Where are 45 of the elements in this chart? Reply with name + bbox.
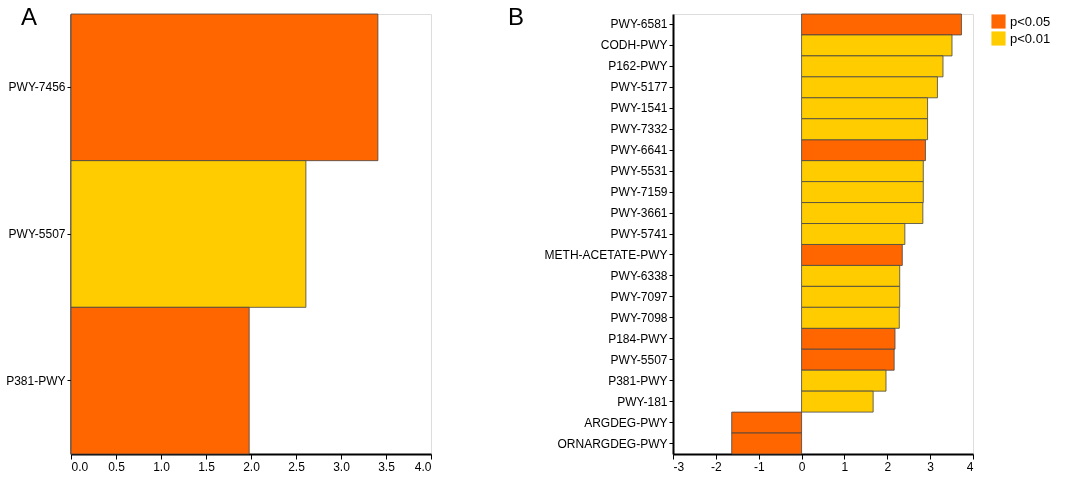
y-tick-label: PWY-1541 (610, 101, 668, 116)
x-tick-label: 4.0 (414, 459, 432, 474)
y-tick-label: CODH-PWY (600, 38, 668, 53)
y-tick-label: PWY-7332 (610, 122, 668, 137)
y-tick-label: ARGDEG-PWY (584, 415, 668, 430)
y-tick-label: PWY-3661 (610, 206, 668, 221)
y-tick-label: PWY-7159 (610, 185, 668, 200)
x-tick-label: -2 (711, 459, 723, 474)
y-tick-label: PWY-5741 (610, 227, 668, 241)
y-tick-label: P381-PWY (6, 373, 66, 388)
y-tick-label: PWY-5507 (8, 227, 66, 241)
x-tick-label: 1.5 (198, 459, 216, 474)
y-tick-label: PWY-181 (617, 394, 668, 409)
x-tick-label: 3.5 (378, 459, 396, 474)
y-tick-label: P184-PWY (608, 331, 668, 346)
x-tick-label: 0.5 (108, 459, 126, 474)
x-tick-label: 0.0 (71, 459, 89, 474)
chart-title: A (21, 2, 38, 30)
y-tick-label: PWY-6338 (610, 268, 668, 283)
y-tick-label: PWY-7097 (610, 289, 668, 304)
x-tick-label: 2.5 (288, 459, 306, 474)
y-tick-label: PWY-5177 (610, 80, 668, 95)
y-tick-label: P162-PWY (608, 59, 668, 74)
y-tick-label: PWY-6641 (610, 143, 668, 158)
x-tick-label: 2 (884, 459, 892, 474)
x-tick-label: 4 (966, 459, 974, 474)
x-tick-label: 1.0 (153, 459, 171, 474)
y-tick-label: ORNARGDEG-PWY (557, 436, 668, 451)
x-tick-label: 2.0 (243, 459, 261, 474)
chart-title: B (508, 2, 525, 30)
legend-label: p<0.01 (1010, 30, 1051, 46)
y-tick-label: PWY-5531 (610, 164, 668, 179)
x-tick-label: -3 (673, 459, 685, 474)
x-tick-label: -1 (753, 459, 765, 474)
x-tick-label: 1 (841, 459, 849, 474)
x-tick-label: 0 (798, 459, 806, 474)
y-tick-label: PWY-6581 (610, 17, 668, 32)
x-tick-label: 3 (927, 459, 935, 474)
y-tick-label: PWY-7098 (610, 310, 668, 325)
legend-label: p<0.05 (1010, 13, 1051, 29)
y-tick-label: P381-PWY (608, 373, 668, 388)
y-tick-label: PWY-5507 (610, 352, 668, 367)
y-tick-label: PWY-7456 (8, 80, 66, 95)
y-tick-label: METH-ACETATE-PWY (544, 247, 668, 262)
x-tick-label: 3.0 (333, 459, 351, 474)
